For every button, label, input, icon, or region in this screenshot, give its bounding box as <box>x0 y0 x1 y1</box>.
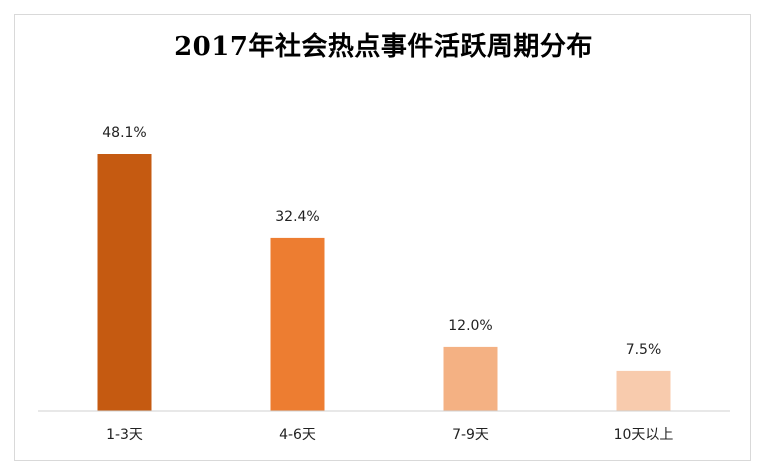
category-label-1: 1-3天 <box>106 427 143 443</box>
data-label-4: 7.5% <box>626 342 662 358</box>
bar-3 <box>443 346 498 411</box>
category-label-2: 4-6天 <box>279 427 316 443</box>
bar-4 <box>616 370 671 411</box>
data-label-1: 48.1% <box>102 125 146 141</box>
bar-1 <box>97 154 152 411</box>
data-label-3: 12.0% <box>448 318 492 334</box>
chart-title: 2017年社会热点事件活跃周期分布 <box>174 32 593 62</box>
category-label-3: 7-9天 <box>452 427 489 443</box>
bar-2 <box>270 237 325 411</box>
data-label-2: 32.4% <box>275 209 319 225</box>
category-label-4: 10天以上 <box>614 427 674 443</box>
